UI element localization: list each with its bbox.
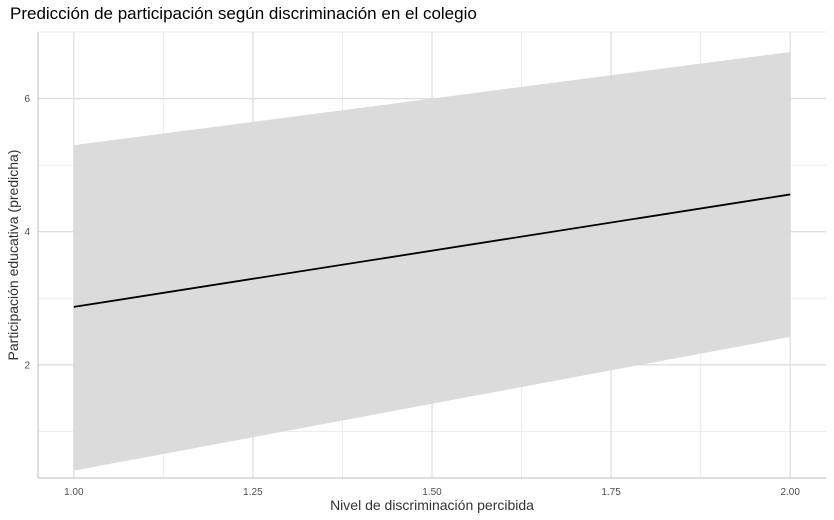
x-tick-label: 1.00 — [64, 487, 84, 498]
chart-title: Predicción de participación según discri… — [10, 4, 477, 23]
x-tick-label: 1.50 — [422, 487, 442, 498]
x-tick-label: 1.75 — [601, 487, 621, 498]
prediction-line — [73, 193, 791, 308]
y-tick-label: 6 — [24, 94, 30, 105]
y-tick-label: 2 — [24, 360, 30, 371]
x-tick-label: 2.00 — [780, 487, 800, 498]
x-axis-title: Nivel de discriminación percibida — [330, 497, 534, 513]
y-axis-title: Participación educativa (predicha) — [5, 150, 21, 361]
x-tick-labels: 1.00 1.25 1.50 1.75 2.00 — [64, 487, 800, 498]
x-tick-label: 1.25 — [243, 487, 263, 498]
confidence-band — [73, 51, 791, 471]
series-line-layer — [73, 193, 791, 308]
y-tick-label: 4 — [24, 227, 30, 238]
y-tick-labels: 2 4 6 — [24, 94, 30, 371]
confidence-band-layer — [73, 51, 791, 471]
